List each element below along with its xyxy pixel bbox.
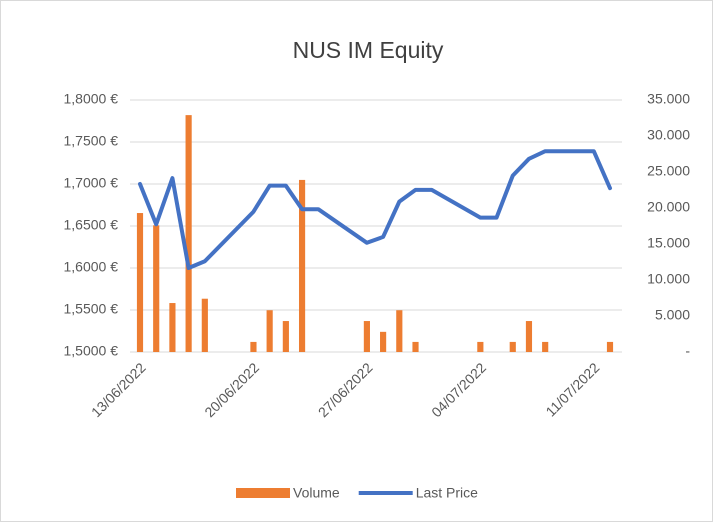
bar [542,341,549,352]
y-tick-label: 1,5500 € [64,301,119,317]
y2-tick-label: - [685,343,690,359]
bar [282,321,289,352]
bar [169,303,176,352]
y-tick-label: 1,7500 € [64,133,119,149]
y2-tick-label: 10.000 [647,271,690,287]
y2-tick-label: 5.000 [655,307,690,323]
bar [525,321,533,352]
bar [396,310,403,352]
legend-label: Last Price [416,485,478,501]
legend-label: Volume [293,485,340,501]
y-tick-label: 1,6500 € [64,217,119,233]
bar [363,321,370,352]
bar [606,341,614,352]
y-tick-label: 1,8000 € [64,91,119,107]
legend-swatch [236,488,290,498]
bar [136,213,144,352]
y2-tick-label: 25.000 [647,163,690,179]
price-line [138,149,612,270]
y2-tick-label: 30.000 [647,127,690,143]
y-tick-label: 1,5000 € [64,343,119,359]
bar [477,341,484,352]
bar [412,341,419,352]
bar [509,341,516,352]
bar [153,225,160,352]
y-tick-label: 1,7000 € [64,175,119,191]
y2-tick-label: 15.000 [647,235,690,251]
bar [266,310,273,352]
bar [201,298,208,352]
y2-tick-label: 20.000 [647,199,690,215]
y-tick-label: 1,6000 € [64,259,119,275]
bar [250,341,257,352]
chart-title: NUS IM Equity [293,37,444,63]
bar [380,331,387,352]
bar [185,115,192,353]
bar [298,179,306,352]
y2-tick-label: 35.000 [647,91,690,107]
